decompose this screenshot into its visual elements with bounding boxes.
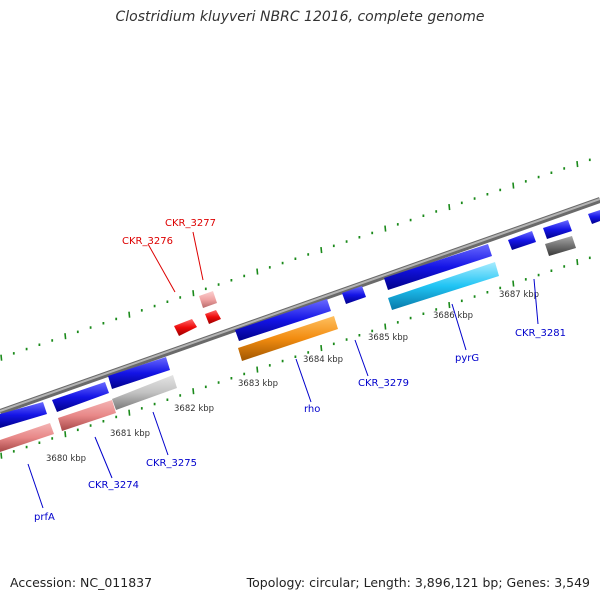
genome-stats-text: Topology: circular; Length: 3,896,121 bp… bbox=[246, 575, 590, 590]
gene-label-ckr3281: CKR_3281 bbox=[515, 328, 566, 339]
inner-scale-ticks bbox=[0, 256, 591, 459]
major-tick bbox=[256, 268, 259, 275]
label-leader-lines bbox=[27, 231, 539, 509]
forward-gene[interactable] bbox=[0, 402, 47, 428]
major-tick bbox=[256, 366, 259, 373]
major-tick bbox=[512, 182, 515, 189]
red-gene[interactable] bbox=[174, 319, 197, 336]
forward-gene[interactable] bbox=[508, 231, 536, 250]
upper-red-genes bbox=[174, 291, 221, 336]
reverse-gene[interactable] bbox=[112, 375, 177, 410]
reverse-gene[interactable] bbox=[0, 423, 54, 452]
reverse-strand-genes bbox=[0, 236, 576, 452]
major-tick bbox=[0, 452, 3, 459]
forward-gene[interactable] bbox=[235, 299, 331, 341]
major-tick bbox=[0, 354, 3, 361]
major-tick bbox=[192, 290, 195, 297]
gene-label-ckr3275: CKR_3275 bbox=[146, 458, 197, 469]
kbp-labels: 3680 kbp 3681 kbp 3682 kbp 3683 kbp 3684… bbox=[46, 290, 539, 464]
major-tick bbox=[448, 204, 451, 211]
kbp-label: 3682 kbp bbox=[174, 404, 214, 414]
gene-label-ckr3279: CKR_3279 bbox=[358, 378, 409, 389]
forward-gene[interactable] bbox=[543, 220, 572, 239]
forward-gene[interactable] bbox=[342, 286, 366, 304]
major-tick bbox=[512, 280, 515, 287]
reverse-gene[interactable] bbox=[388, 262, 499, 310]
kbp-label: 3685 kbp bbox=[368, 333, 408, 343]
major-tick bbox=[320, 247, 323, 254]
red-gene[interactable] bbox=[199, 291, 217, 308]
genome-backbone bbox=[0, 197, 600, 415]
major-tick bbox=[64, 333, 67, 340]
gene-label-ckr3277: CKR_3277 bbox=[165, 218, 216, 229]
gene-label-rho: rho bbox=[304, 404, 320, 415]
forward-strand-genes bbox=[0, 210, 600, 428]
major-tick bbox=[384, 225, 387, 232]
gene-labels: prfA CKR_3274 CKR_3275 rho CKR_3279 pyrG… bbox=[34, 218, 566, 523]
forward-gene[interactable] bbox=[52, 382, 109, 412]
major-tick bbox=[320, 345, 323, 352]
kbp-label: 3681 kbp bbox=[110, 429, 150, 439]
gene-label-ckr3276: CKR_3276 bbox=[122, 236, 173, 247]
major-tick bbox=[384, 323, 387, 330]
reverse-gene[interactable] bbox=[238, 316, 338, 361]
outer-scale-ticks bbox=[0, 158, 591, 361]
major-tick bbox=[128, 311, 131, 318]
gene-label-pyrg: pyrG bbox=[455, 353, 479, 364]
reverse-gene[interactable] bbox=[545, 236, 576, 256]
kbp-label: 3687 kbp bbox=[499, 290, 539, 300]
gene-label-prfa: prfA bbox=[34, 512, 55, 523]
accession-text: Accession: NC_011837 bbox=[10, 575, 153, 590]
major-tick bbox=[128, 409, 131, 416]
reverse-gene[interactable] bbox=[58, 400, 116, 431]
forward-gene[interactable] bbox=[588, 210, 600, 224]
gene-label-ckr3274: CKR_3274 bbox=[88, 480, 139, 491]
major-tick bbox=[64, 431, 67, 438]
major-tick bbox=[576, 259, 579, 266]
red-gene[interactable] bbox=[205, 310, 221, 324]
kbp-label: 3680 kbp bbox=[46, 454, 86, 464]
forward-gene[interactable] bbox=[384, 244, 492, 290]
major-tick bbox=[576, 161, 579, 168]
kbp-label: 3686 kbp bbox=[433, 311, 473, 321]
map-title: Clostridium kluyveri NBRC 12016, complet… bbox=[115, 9, 485, 25]
kbp-label: 3683 kbp bbox=[238, 379, 278, 389]
major-tick bbox=[192, 388, 195, 395]
major-tick bbox=[448, 302, 451, 309]
kbp-label: 3684 kbp bbox=[303, 355, 343, 365]
forward-gene[interactable] bbox=[108, 357, 170, 389]
